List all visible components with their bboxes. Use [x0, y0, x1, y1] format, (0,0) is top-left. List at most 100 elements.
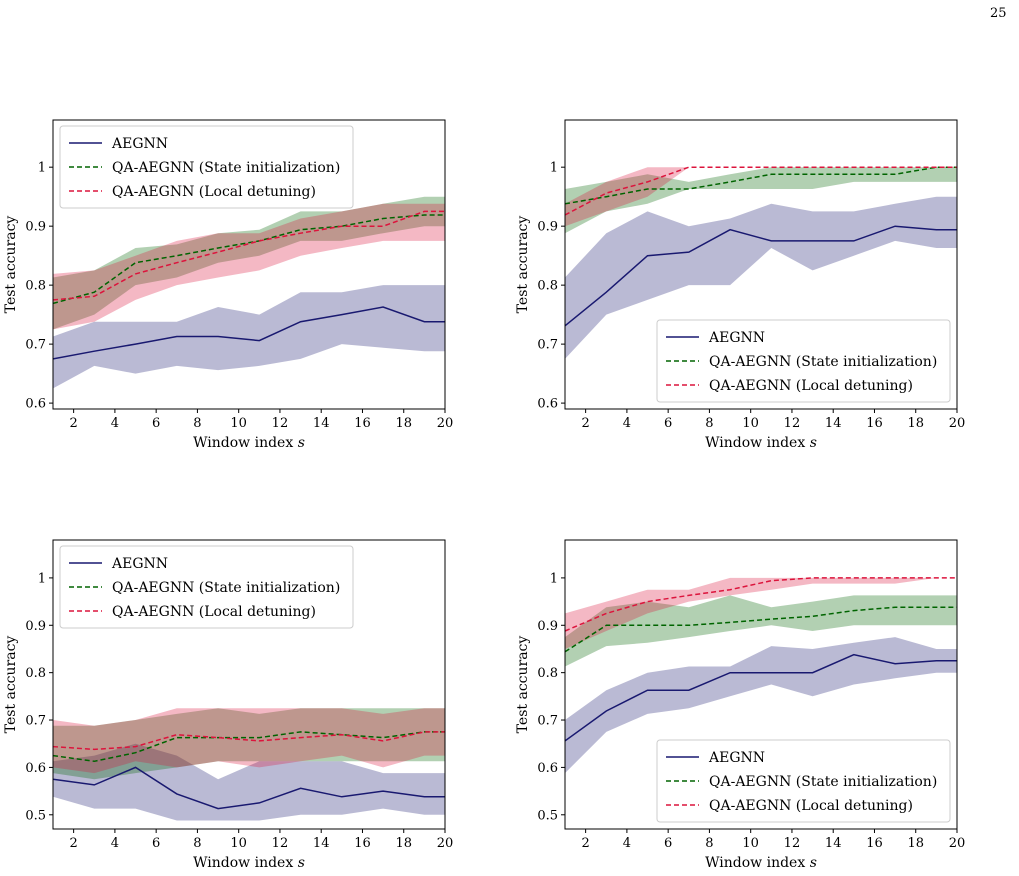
x-tick-label: 10 [230, 416, 247, 431]
legend-label: QA-AEGNN (State initialization) [709, 774, 937, 790]
series-line-aegnn [565, 653, 957, 742]
y-tick-label: 0.5 [537, 808, 558, 823]
x-axis-label: Window index s [705, 855, 817, 871]
series-line-state-init [565, 606, 957, 653]
x-tick-label: 8 [193, 836, 201, 851]
x-tick-label: 18 [395, 836, 412, 851]
series-line-local-detuning [53, 210, 445, 301]
x-tick-label: 12 [784, 836, 801, 851]
legend-label: QA-AEGNN (Local detuning) [709, 378, 913, 394]
legend-label: AEGNN [708, 330, 765, 346]
band-state-init [565, 167, 957, 234]
legend-box [59, 545, 354, 629]
x-axis-label: Window index s [193, 435, 305, 451]
legend: AEGNN QA-AEGNN (State initialization) QA-A… [59, 125, 354, 209]
band-aegnn [53, 285, 445, 389]
x-tick-label: 6 [152, 416, 160, 431]
legend-label: QA-AEGNN (State initialization) [709, 354, 937, 370]
x-tick-label: 2 [581, 416, 589, 431]
x-axis-label: Window index s [193, 855, 305, 871]
x-tick-label: 18 [907, 836, 924, 851]
x-tick-label: 16 [866, 416, 883, 431]
y-tick-label: 0.8 [25, 279, 46, 294]
legend-label: QA-AEGNN (Local detuning) [709, 798, 913, 814]
legend-label: QA-AEGNN (State initialization) [112, 580, 340, 596]
legend-label: AEGNN [708, 750, 765, 766]
y-tick-label: 0.6 [25, 397, 46, 412]
y-tick-label: 0.9 [537, 619, 558, 634]
x-tick-label: 20 [949, 836, 966, 851]
y-tick-label: 0.9 [25, 220, 46, 235]
page-number: 25 [990, 6, 1007, 21]
y-tick-label: 0.7 [25, 338, 46, 353]
x-tick-label: 6 [664, 416, 672, 431]
y-tick-label: 0.6 [537, 761, 558, 776]
y-axis-label: Test accuracy [3, 636, 19, 734]
x-tick-label: 18 [907, 416, 924, 431]
legend-label: QA-AEGNN (State initialization) [112, 160, 340, 176]
legend-label: AEGNN [111, 136, 168, 152]
x-tick-label: 20 [437, 416, 454, 431]
x-tick-label: 14 [313, 416, 330, 431]
chart-panel-2: 2 4 6 8 10 12 14 16 18 20 0.6 0.7 0.8 0.9 1 Window inde… [515, 119, 966, 451]
y-axis-label: Test accuracy [515, 636, 531, 734]
band-local-detuning [565, 577, 957, 649]
x-tick-label: 4 [623, 836, 631, 851]
band-local-detuning [565, 167, 957, 227]
x-tick-label: 8 [193, 416, 201, 431]
legend-label: AEGNN [111, 556, 168, 572]
x-tick-label: 12 [272, 836, 289, 851]
series-line-state-init [565, 166, 957, 205]
series-line-state-init [53, 731, 445, 763]
axes-frame [564, 539, 958, 830]
y-tick-label: 0.9 [537, 220, 558, 235]
x-tick-label: 14 [313, 836, 330, 851]
x-tick-label: 6 [664, 836, 672, 851]
series-line-aegnn [565, 225, 957, 327]
legend-label: QA-AEGNN (Local detuning) [112, 184, 316, 200]
band-local-detuning [53, 708, 445, 774]
x-tick-label: 12 [784, 416, 801, 431]
band-state-init [53, 708, 445, 780]
legend: AEGNN QA-AEGNN (State initialization) QA-A… [59, 545, 354, 629]
y-tick-label: 0.5 [25, 808, 46, 823]
x-tick-label: 8 [705, 416, 713, 431]
y-tick-label: 0.8 [537, 666, 558, 681]
y-tick-label: 1 [38, 161, 46, 176]
band-local-detuning [53, 203, 445, 330]
series-line-local-detuning [565, 577, 957, 632]
y-tick-label: 0.6 [25, 761, 46, 776]
axes-frame [564, 119, 958, 410]
chart-panel-3: 2 4 6 8 10 12 14 16 18 20 0.5 0.6 0.7 0.8 0.9 1 Window i… [3, 539, 454, 871]
legend-box [59, 125, 354, 209]
x-tick-label: 10 [742, 416, 759, 431]
series-line-local-detuning [565, 166, 957, 216]
x-tick-label: 2 [69, 836, 77, 851]
x-tick-label: 4 [111, 836, 119, 851]
legend-label: QA-AEGNN (Local detuning) [112, 604, 316, 620]
y-tick-label: 0.8 [537, 279, 558, 294]
band-state-init [565, 595, 957, 667]
chart-panel-4: 2 4 6 8 10 12 14 16 18 20 0.5 0.6 0.7 0.8 0.9 1 Window i… [515, 539, 966, 871]
x-tick-label: 2 [581, 836, 589, 851]
x-tick-label: 12 [272, 416, 289, 431]
series-line-aegnn [53, 306, 445, 360]
y-tick-label: 0.6 [537, 397, 558, 412]
legend: AEGNN QA-AEGNN (State initialization) QA-A… [656, 739, 951, 823]
x-tick-label: 20 [437, 836, 454, 851]
y-tick-label: 1 [550, 571, 558, 586]
axes-frame [52, 119, 446, 410]
y-tick-label: 0.7 [537, 714, 558, 729]
legend: AEGNN QA-AEGNN (State initialization) QA-A… [656, 319, 951, 403]
y-tick-label: 1 [38, 571, 46, 586]
y-axis-label: Test accuracy [515, 216, 531, 314]
band-aegnn [565, 196, 957, 359]
x-tick-label: 20 [949, 416, 966, 431]
y-tick-label: 1 [550, 161, 558, 176]
axes-frame [52, 539, 446, 830]
x-tick-label: 14 [825, 836, 842, 851]
band-aegnn [565, 637, 957, 774]
y-axis-label: Test accuracy [3, 216, 19, 314]
x-tick-label: 16 [354, 836, 371, 851]
